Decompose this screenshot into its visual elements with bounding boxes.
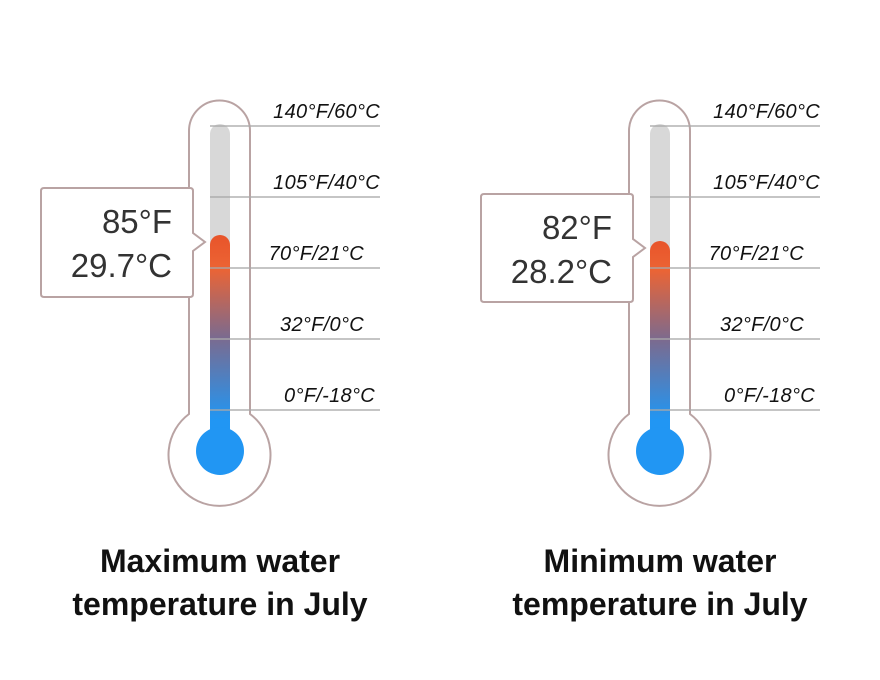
thermometer-min: 82°F 28.2°C 140°F/60°C 105°F/40°C 70°F/2… — [440, 0, 880, 680]
thermometer-max-graphic — [40, 99, 380, 507]
tick-label: 0°F/-18°C — [284, 385, 375, 407]
tick-label: 140°F/60°C — [273, 101, 380, 123]
reading-fahrenheit: 85°F — [101, 203, 172, 240]
tick-label: 105°F/40°C — [273, 172, 380, 194]
reading-fahrenheit: 82°F — [541, 209, 612, 246]
caption-line: Minimum water — [543, 543, 777, 579]
tick-label: 105°F/40°C — [713, 172, 820, 194]
tick-label: 0°F/-18°C — [724, 385, 815, 407]
tick-label: 70°F/21°C — [708, 243, 804, 265]
caption-min: Minimum water temperature in July — [460, 540, 860, 626]
thermometer-max: 85°F 29.7°C 140°F/60°C 105°F/40°C 70°F/2… — [20, 99, 420, 626]
tick-label: 140°F/60°C — [713, 101, 820, 123]
tick-label: 32°F/0°C — [720, 314, 804, 336]
tick-label: 70°F/21°C — [268, 243, 364, 265]
caption-max: Maximum water temperature in July — [20, 540, 420, 626]
caption-line: temperature in July — [72, 586, 368, 622]
caption-line: Maximum water — [99, 543, 341, 579]
caption-line: temperature in July — [512, 586, 808, 622]
reading-celsius: 29.7°C — [70, 247, 172, 284]
thermometer-min-graphic — [480, 99, 820, 507]
tick-label: 32°F/0°C — [280, 314, 364, 336]
reading-celsius: 28.2°C — [510, 253, 612, 290]
